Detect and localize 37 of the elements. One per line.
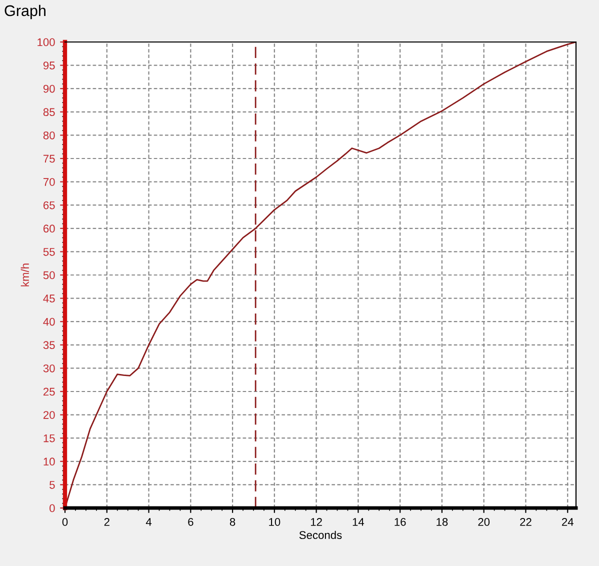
y-tick-label: 75	[43, 154, 55, 163]
y-tick-label: 95	[43, 62, 55, 70]
x-tick-label: 0	[62, 518, 68, 526]
x-tick-label: 18	[436, 518, 448, 526]
y-tick-label: 10	[44, 458, 55, 466]
y-tick-label: 25	[43, 388, 55, 396]
y-tick-label: 45	[43, 294, 55, 302]
y-tick-label: 35	[43, 341, 55, 350]
x-tick-label: 2	[104, 518, 110, 526]
y-tick-label: 65	[43, 201, 55, 210]
y-axis-title: km/h	[20, 264, 29, 286]
x-tick-label: 22	[520, 518, 532, 526]
y-tick-label: 5	[50, 481, 55, 489]
x-tick-label: 10	[269, 518, 280, 526]
y-tick-label: 20	[43, 411, 55, 419]
x-axis-title: Seconds	[299, 530, 342, 540]
y-tick-label: 15	[44, 434, 55, 442]
x-tick-label: 20	[478, 518, 490, 526]
y-tick-label: 40	[43, 318, 55, 326]
y-tick-label: 0	[50, 504, 55, 512]
y-tick-label: 60	[43, 224, 55, 233]
y-tick-label: 90	[43, 84, 55, 93]
x-tick-label: 24	[562, 518, 574, 526]
y-tick-label: 55	[43, 248, 55, 256]
y-tick-label: 30	[43, 364, 55, 372]
x-tick-label: 8	[230, 518, 236, 526]
y-tick-label: 85	[43, 108, 55, 116]
y-tick-label: 70	[43, 178, 55, 186]
x-tick-label: 16	[394, 518, 406, 526]
y-tick-label: 80	[43, 131, 55, 140]
y-tick-label: 50	[43, 271, 55, 280]
x-tick-label: 12	[310, 518, 322, 526]
x-tick-label: 14	[352, 518, 364, 526]
y-tick-label: 100	[38, 38, 55, 46]
x-tick-label: 4	[146, 518, 152, 526]
x-tick-label: 6	[188, 518, 194, 526]
chart-title: Graph	[4, 4, 46, 20]
